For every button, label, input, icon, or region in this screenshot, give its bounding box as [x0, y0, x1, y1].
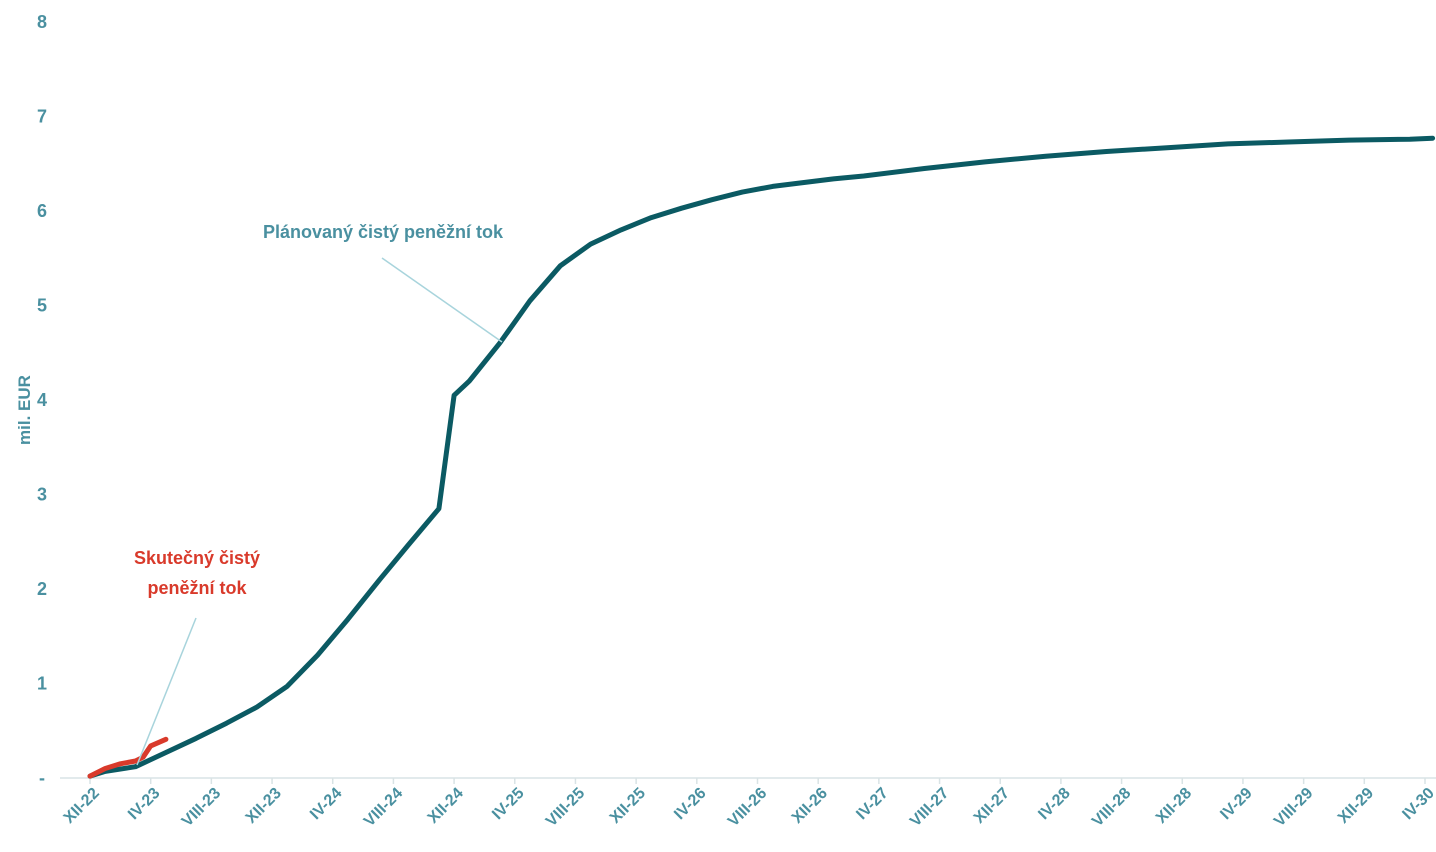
x-tick-label: IV-23	[125, 785, 164, 824]
x-tick-label: VIII-28	[1089, 785, 1134, 830]
y-tick-label: 2	[37, 579, 47, 599]
x-tick-label: XII-24	[425, 785, 467, 827]
y-tick-label: 5	[37, 296, 47, 316]
x-tick-label: IV-29	[1217, 785, 1256, 824]
x-tick-label: IV-25	[489, 785, 528, 824]
y-tick-label: 6	[37, 201, 47, 221]
actual-annotation-leader	[136, 617, 197, 766]
x-tick-label: XII-26	[789, 785, 831, 827]
x-tick-label: XII-27	[971, 785, 1013, 827]
x-tick-label: IV-26	[671, 785, 710, 824]
y-tick-label: 1	[37, 674, 47, 694]
y-tick-label: -	[39, 768, 45, 788]
x-tick-label: VIII-24	[361, 785, 406, 830]
y-tick-label: 8	[37, 12, 47, 32]
y-tick-label: 4	[37, 390, 47, 410]
actual-annotation-label-line2: peněžní tok	[147, 578, 247, 598]
plan-annotation-leader	[381, 257, 503, 343]
plan-annotation-label: Plánovaný čistý peněžní tok	[263, 222, 504, 242]
y-axis-label: mil. EUR	[15, 375, 34, 445]
x-tick-label: VIII-27	[907, 785, 952, 830]
x-tick-label: VIII-25	[543, 785, 588, 830]
x-tick-label: XII-22	[61, 785, 103, 827]
x-tick-label: IV-24	[307, 785, 346, 824]
x-tick-label: XII-23	[243, 785, 285, 827]
x-tick-label: VIII-26	[725, 785, 770, 830]
x-tick-label: VIII-23	[179, 785, 224, 830]
x-tick-label: IV-30	[1399, 785, 1436, 824]
actual-cashflow-line	[87, 736, 169, 779]
x-tick-label: IV-27	[853, 785, 892, 824]
x-tick-label: XII-28	[1153, 785, 1195, 827]
x-tick-label: IV-28	[1035, 785, 1074, 824]
planned-cashflow-line	[87, 135, 1436, 779]
y-tick-label: 7	[37, 107, 47, 127]
x-tick-label: XII-25	[607, 785, 649, 827]
y-tick-label: 3	[37, 485, 47, 505]
x-tick-label: VIII-29	[1271, 785, 1316, 830]
actual-annotation-label-line1: Skutečný čistý	[134, 548, 260, 568]
x-tick-label: XII-29	[1335, 785, 1377, 827]
